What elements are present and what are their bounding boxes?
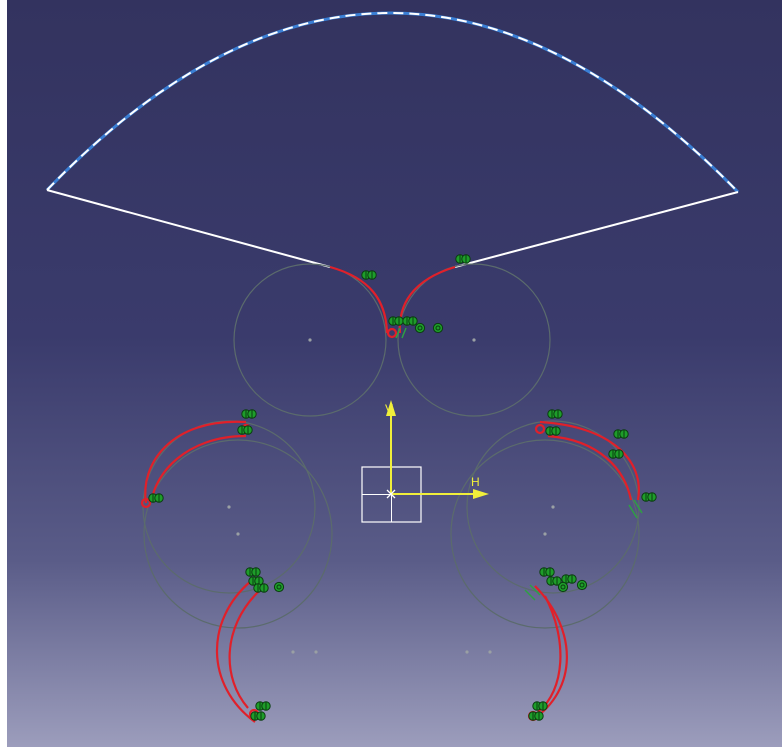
center-points	[227, 338, 555, 654]
h-axis-label: H	[471, 475, 480, 489]
arc-left-upper-outer	[144, 420, 247, 504]
arc-top-left	[329, 265, 389, 334]
origin-cross-icon	[386, 489, 396, 499]
left-profile-line[interactable]	[46, 189, 331, 268]
construction-circle-right-a[interactable]	[450, 439, 640, 629]
arc-left-upper-inner	[150, 434, 247, 501]
construction-circle-top-left[interactable]	[233, 263, 387, 417]
h-axis-arrow-icon	[473, 489, 489, 499]
arc-left-lower-outer	[215, 580, 256, 723]
construction-circle-top-right[interactable]	[397, 263, 551, 417]
right-profile-line[interactable]	[454, 191, 739, 268]
tangent-markers	[395, 327, 643, 601]
constraint-symbols[interactable]	[148, 254, 657, 721]
arc-left-lower-inner	[228, 591, 259, 709]
arc-right-upper-inner	[547, 434, 633, 501]
top-arc-dashes	[46, 12, 739, 193]
construction-circle-left-a[interactable]	[143, 439, 333, 629]
sketch-axes[interactable]: H V	[361, 400, 489, 523]
viewport-background	[7, 0, 782, 747]
v-axis-arrow-icon	[386, 400, 396, 416]
arc-right-upper-outer	[539, 420, 640, 501]
fan-profile[interactable]	[45, 11, 740, 268]
v-axis-label: V	[385, 402, 393, 416]
